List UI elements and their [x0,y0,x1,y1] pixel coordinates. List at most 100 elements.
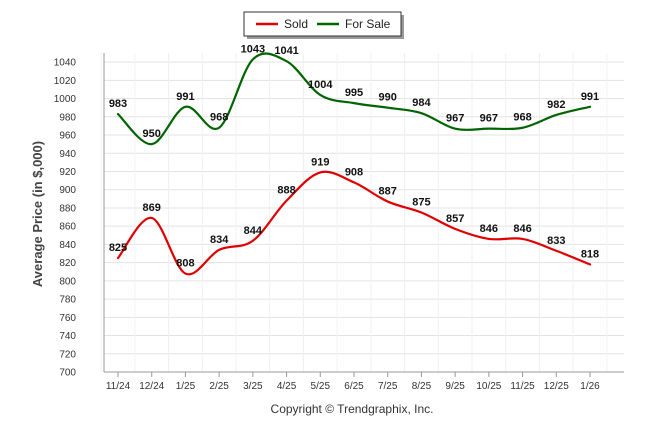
data-label-sold: 818 [581,248,599,260]
x-tick-label: 1/25 [176,381,196,392]
x-tick-label: 2/25 [209,381,229,392]
data-point-for-sale[interactable] [452,126,458,132]
x-tick-label: 11/24 [106,381,131,392]
data-label-for-sale: 984 [412,97,431,109]
y-tick-label: 960 [59,131,76,142]
data-point-sold[interactable] [553,248,559,254]
data-point-sold[interactable] [351,179,357,185]
y-tick-label: 800 [59,276,76,287]
y-tick-label: 1000 [54,94,77,105]
y-tick-label: 1020 [54,76,77,87]
x-tick-label: 12/25 [544,381,569,392]
data-label-for-sale: 991 [176,91,194,103]
data-label-for-sale: 983 [109,98,127,110]
y-tick-label: 780 [59,295,76,306]
legend-for-sale-label[interactable]: For Sale [345,17,391,31]
data-point-for-sale[interactable] [520,125,526,131]
data-label-for-sale: 991 [581,91,599,103]
data-label-for-sale: 990 [379,92,397,104]
y-tick-label: 1040 [54,58,77,69]
data-label-sold: 857 [446,213,464,225]
x-tick-label: 10/25 [476,381,501,392]
x-tick-label: 7/25 [378,381,398,392]
data-label-sold: 834 [210,234,229,246]
x-tick-label: 12/24 [139,381,164,392]
data-point-sold[interactable] [115,255,121,261]
data-label-for-sale: 968 [513,112,531,124]
series-line-sold[interactable] [116,170,592,276]
data-point-sold[interactable] [284,198,290,204]
data-point-sold[interactable] [587,261,593,267]
series-line-for-sale[interactable] [116,52,592,146]
y-tick-label: 980 [59,112,76,123]
y-tick-label: 740 [59,331,76,342]
y-tick-label: 760 [59,313,76,324]
x-tick-label: 5/25 [311,381,331,392]
data-label-for-sale: 1043 [241,43,265,55]
y-tick-label: 700 [59,368,76,379]
x-tick-label: 1/26 [580,381,600,392]
data-point-for-sale[interactable] [149,141,155,147]
y-tick-label: 900 [59,185,76,196]
data-point-sold[interactable] [250,238,256,244]
data-point-for-sale[interactable] [486,126,492,132]
y-tick-label: 720 [59,349,76,360]
data-labels: 825 869 808 834 844 888 919 908 887 875 857 846 846 8… [109,43,599,269]
x-tick-label: 6/25 [344,381,364,392]
data-label-sold: 808 [176,258,194,270]
data-label-for-sale: 982 [547,99,565,111]
y-axis-title: Average Price (in $,000) [30,141,45,287]
data-point-sold[interactable] [452,226,458,232]
data-point-sold[interactable] [149,215,155,221]
data-point-for-sale[interactable] [587,104,593,110]
axes: 700 720 740 760 780 800 820 840 860 880 900 920 940 9… [54,53,624,392]
data-label-sold: 888 [277,185,295,197]
data-label-for-sale: 1041 [274,45,298,57]
y-tick-label: 860 [59,222,76,233]
data-point-sold[interactable] [317,169,323,175]
grid-lines [100,53,624,373]
data-point-sold[interactable] [385,199,391,205]
data-label-sold: 825 [109,242,127,254]
data-label-sold: 887 [379,186,397,198]
data-point-for-sale[interactable] [250,56,256,62]
y-tick-label: 820 [59,258,76,269]
legend-sold-label[interactable]: Sold [284,17,308,31]
data-point-for-sale[interactable] [284,58,290,64]
y-tick-label: 840 [59,240,76,251]
x-tick-label: 8/25 [412,381,432,392]
data-label-sold: 833 [547,235,565,247]
x-tick-label: 3/25 [243,381,263,392]
data-point-for-sale[interactable] [182,104,188,110]
data-label-sold: 846 [513,223,531,235]
x-tick-label: 4/25 [277,381,297,392]
y-tick-label: 880 [59,203,76,214]
data-label-for-sale: 950 [143,128,161,140]
legend[interactable]: Sold For Sale [243,11,404,39]
data-point-sold[interactable] [182,271,188,277]
x-tick-label: 9/25 [445,381,465,392]
data-point-for-sale[interactable] [418,110,424,116]
data-point-for-sale[interactable] [553,112,559,118]
data-point-for-sale[interactable] [216,125,222,131]
data-point-for-sale[interactable] [385,105,391,111]
data-point-sold[interactable] [418,210,424,216]
data-label-for-sale: 968 [210,112,228,124]
data-point-for-sale[interactable] [351,100,357,106]
y-tick-label: 940 [59,149,76,160]
data-label-for-sale: 1004 [308,79,333,91]
data-point-sold[interactable] [486,236,492,242]
data-point-sold[interactable] [520,236,526,242]
data-point-sold[interactable] [216,247,222,253]
data-label-sold: 869 [143,202,161,214]
data-label-for-sale: 967 [446,113,464,125]
data-label-sold: 875 [412,197,430,209]
data-label-sold: 844 [244,225,263,237]
data-label-sold: 919 [311,156,329,168]
data-point-for-sale[interactable] [115,111,121,117]
data-point-for-sale[interactable] [317,92,323,98]
series-lines [115,52,593,277]
data-label-sold: 908 [345,166,363,178]
